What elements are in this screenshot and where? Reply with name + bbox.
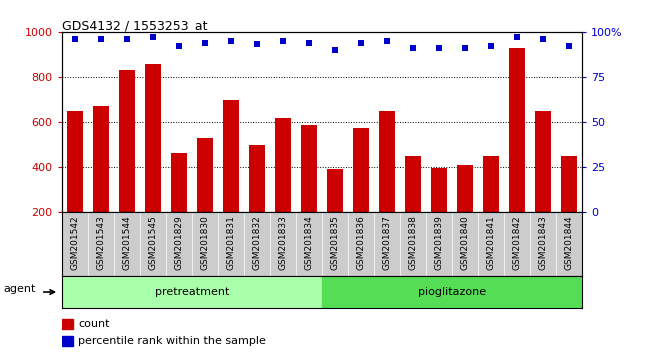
Text: GSM201544: GSM201544 [122,216,131,270]
Text: GSM201834: GSM201834 [304,216,313,270]
Bar [556,212,582,276]
Text: GSM201841: GSM201841 [486,216,495,270]
Bar [561,156,577,258]
Text: GSM201837: GSM201837 [382,216,391,270]
Bar [171,153,187,258]
Bar [62,276,322,308]
Bar [504,212,530,276]
Bar [322,276,582,308]
Bar [62,212,88,276]
Bar [426,212,452,276]
Bar [166,212,192,276]
Bar [88,212,114,276]
Bar [405,156,421,258]
Text: GSM201840: GSM201840 [460,216,469,270]
Text: GSM201830: GSM201830 [200,216,209,270]
Text: GSM201831: GSM201831 [226,216,235,270]
Bar [244,212,270,276]
Bar [457,165,473,258]
Text: count: count [79,319,110,329]
Bar [119,70,135,258]
Text: GSM201835: GSM201835 [330,216,339,270]
Text: GDS4132 / 1553253_at: GDS4132 / 1553253_at [62,19,207,33]
Bar [530,212,556,276]
Text: percentile rank within the sample: percentile rank within the sample [79,336,266,346]
Bar [374,212,400,276]
Bar [249,145,265,258]
Text: GSM201542: GSM201542 [70,216,79,270]
Text: GSM201844: GSM201844 [564,216,573,270]
Bar [218,212,244,276]
Bar [322,212,348,276]
Bar [67,111,83,258]
Bar [509,48,525,258]
Bar [140,212,166,276]
Bar [296,212,322,276]
Bar [197,138,213,258]
Bar [535,111,551,258]
Bar [270,212,296,276]
Bar [192,212,218,276]
Text: GSM201829: GSM201829 [174,216,183,270]
Bar [379,111,395,258]
Bar [223,99,239,258]
Bar [301,125,317,258]
Bar [353,128,369,258]
Text: pioglitazone: pioglitazone [418,287,486,297]
Text: GSM201842: GSM201842 [512,216,521,270]
Bar [431,168,447,258]
Bar [327,169,343,258]
Text: pretreatment: pretreatment [155,287,229,297]
Bar [93,106,109,258]
Text: GSM201838: GSM201838 [408,216,417,270]
Bar [62,336,73,346]
Text: GSM201843: GSM201843 [538,216,547,270]
Bar [348,212,374,276]
Bar [452,212,478,276]
Bar [114,212,140,276]
Text: GSM201833: GSM201833 [278,216,287,270]
Text: GSM201543: GSM201543 [96,216,105,270]
Text: GSM201839: GSM201839 [434,216,443,270]
Bar [275,118,291,258]
Text: GSM201545: GSM201545 [148,216,157,270]
Text: GSM201836: GSM201836 [356,216,365,270]
Bar [145,64,161,258]
Bar [62,319,73,329]
Text: agent: agent [3,284,36,293]
Bar [478,212,504,276]
Bar [483,156,499,258]
Text: GSM201832: GSM201832 [252,216,261,270]
Bar [400,212,426,276]
